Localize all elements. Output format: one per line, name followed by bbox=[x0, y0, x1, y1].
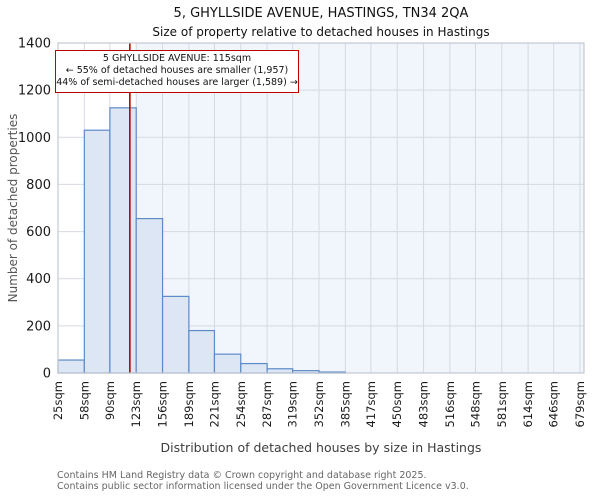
y-tick-label: 800 bbox=[26, 178, 51, 193]
chart-subtitle: Size of property relative to detached ho… bbox=[152, 25, 490, 39]
x-tick-label: 352sqm bbox=[312, 381, 326, 427]
x-tick-label: 450sqm bbox=[390, 381, 404, 427]
x-tick-label: 58sqm bbox=[77, 381, 91, 420]
x-tick-label: 516sqm bbox=[443, 381, 457, 427]
x-tick-label: 385sqm bbox=[338, 381, 352, 427]
histogram-bar bbox=[213, 353, 242, 374]
x-tick-label: 221sqm bbox=[207, 381, 221, 427]
x-tick-label: 254sqm bbox=[234, 381, 248, 427]
annotation-property-size: 5 GHYLLSIDE AVENUE: 115sqm bbox=[102, 53, 252, 64]
histogram-bar bbox=[161, 295, 190, 374]
x-tick-label: 417sqm bbox=[364, 381, 378, 427]
y-axis-label: Number of detached properties bbox=[6, 113, 20, 303]
y-tick-label: 400 bbox=[26, 272, 51, 287]
x-axis-label: Distribution of detached houses by size … bbox=[160, 440, 482, 455]
x-tick-label: 614sqm bbox=[521, 381, 535, 427]
y-tick-label: 0 bbox=[43, 367, 51, 382]
x-tick-label: 189sqm bbox=[182, 381, 196, 427]
attribution-footer: Contains HM Land Registry data © Crown c… bbox=[57, 470, 469, 492]
x-tick-label: 287sqm bbox=[260, 381, 274, 427]
annotation-larger-stat: 44% of semi-detached houses are larger (… bbox=[56, 77, 298, 88]
x-tick-label: 123sqm bbox=[129, 381, 143, 427]
chart-title: 5, GHYLLSIDE AVENUE, HASTINGS, TN34 2QA bbox=[173, 6, 469, 21]
x-tick-label: 319sqm bbox=[286, 381, 300, 427]
x-tick-label: 679sqm bbox=[573, 381, 587, 427]
y-tick-label: 600 bbox=[26, 225, 51, 240]
footer-line-1: Contains HM Land Registry data © Crown c… bbox=[57, 470, 427, 481]
x-tick-label: 90sqm bbox=[103, 381, 117, 420]
histogram-bar bbox=[240, 362, 268, 374]
larger-region-shading bbox=[136, 43, 584, 373]
histogram-bar bbox=[109, 107, 137, 374]
histogram-bar bbox=[188, 329, 216, 374]
y-tick-label: 1000 bbox=[18, 131, 51, 146]
histogram-bar bbox=[57, 359, 85, 374]
annotation-smaller-stat: ← 55% of detached houses are smaller (1,… bbox=[65, 65, 289, 76]
histogram-bar bbox=[135, 218, 164, 374]
y-tick-label: 200 bbox=[26, 319, 51, 334]
x-tick-label: 25sqm bbox=[51, 381, 65, 420]
x-tick-label: 581sqm bbox=[495, 381, 509, 427]
plot-border bbox=[57, 42, 585, 374]
y-tick-label: 1400 bbox=[18, 37, 51, 52]
histogram-bar bbox=[266, 368, 294, 374]
footer-line-2: Contains public sector information licen… bbox=[57, 480, 469, 492]
x-tick-label: 548sqm bbox=[468, 381, 482, 427]
property-annotation-box: 5 GHYLLSIDE AVENUE: 115sqm ← 55% of deta… bbox=[55, 50, 299, 93]
x-tick-label: 156sqm bbox=[156, 381, 170, 427]
y-tick-label: 1200 bbox=[18, 84, 51, 99]
x-tick-label: 483sqm bbox=[417, 381, 431, 427]
histogram-bar bbox=[83, 129, 111, 374]
x-tick-label: 646sqm bbox=[547, 381, 561, 427]
